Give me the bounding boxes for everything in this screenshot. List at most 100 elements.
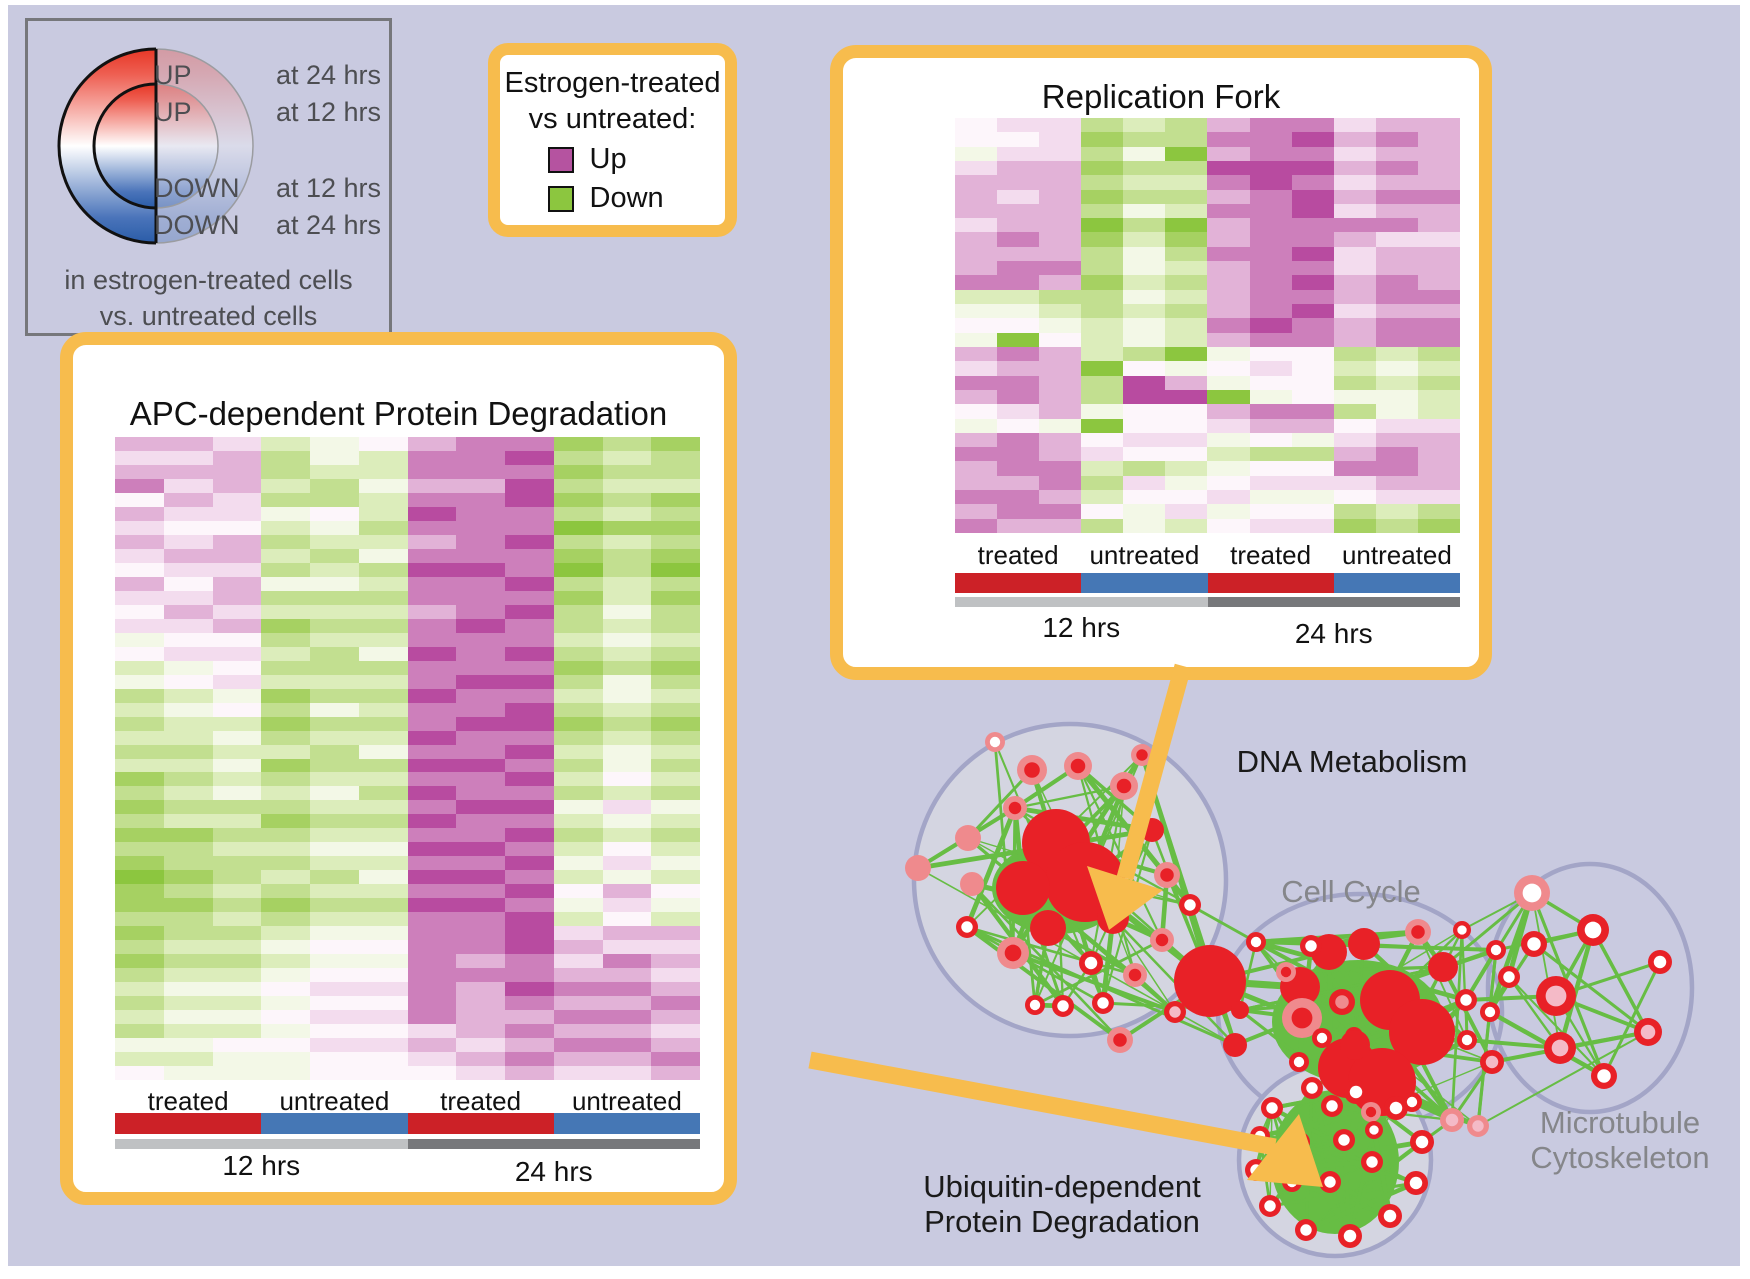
heatmap-cell — [1081, 289, 1124, 305]
heatmap-cell — [212, 548, 262, 563]
heatmap-cell — [212, 590, 262, 605]
heatmap-cell — [261, 898, 310, 913]
heatmap-cell — [1417, 332, 1460, 347]
heatmap-cell — [651, 688, 700, 703]
heatmap-cell — [358, 576, 408, 591]
heatmap-cell — [358, 772, 408, 787]
heatmap-cell — [1333, 275, 1376, 290]
heatmap-cell — [1207, 189, 1250, 204]
heatmap-cell — [358, 1066, 408, 1080]
heatmap-cell — [602, 576, 652, 591]
heatmap-cell — [115, 856, 164, 871]
heatmap-cell — [358, 744, 408, 759]
heatmap-cell — [1081, 432, 1124, 448]
heatmap-cell — [997, 404, 1040, 419]
heatmap-cell — [212, 604, 262, 619]
heatmap-cell — [1249, 275, 1292, 290]
heatmap-cell — [261, 590, 310, 605]
heatmap-cell — [261, 856, 310, 871]
heatmap-cell — [651, 716, 700, 731]
heatmap-cell — [1291, 246, 1334, 262]
heatmap-cell — [1375, 346, 1418, 362]
heatmap-cell — [1375, 118, 1418, 133]
heatmap-cell — [1417, 318, 1460, 333]
heatmap-cell — [1333, 504, 1376, 519]
heatmap-cell — [1333, 346, 1376, 362]
heatmap-cell — [1123, 189, 1166, 204]
heatmap-cell — [163, 632, 213, 647]
heatmap-cell — [1123, 160, 1166, 176]
heatmap-cell — [651, 506, 700, 521]
heatmap-cell — [505, 856, 554, 871]
heatmap-cell — [115, 744, 164, 759]
heatmap-cell — [115, 814, 164, 829]
heatmap-cell — [358, 828, 408, 843]
heatmap-cell — [456, 744, 505, 759]
heatmap-cell — [407, 926, 457, 941]
down-label: Down — [589, 182, 664, 214]
heatmap-cell — [1165, 432, 1208, 448]
heatmap-cell — [1249, 261, 1292, 276]
heatmap-cell — [955, 189, 998, 204]
heatmap-cell — [1165, 246, 1208, 262]
heatmap-cell — [553, 716, 603, 731]
heatmap-cell — [1039, 189, 1082, 204]
heatmap-cell — [1207, 375, 1250, 390]
heatmap-cell — [358, 1038, 408, 1053]
heatmap-cell — [505, 786, 554, 801]
heatmap-cell — [456, 912, 505, 927]
heatmap-cell — [1207, 175, 1250, 190]
heatmap-cell — [212, 744, 262, 759]
heatmap-cell — [456, 534, 505, 549]
heatmap-cell — [505, 506, 554, 521]
heatmap-cell — [553, 520, 603, 535]
heatmap-cell — [1039, 447, 1082, 462]
heatmap-cell — [163, 702, 213, 717]
heatmap-cell — [651, 1038, 700, 1053]
heatmap-cell — [1081, 346, 1124, 362]
heatmap-cell — [456, 618, 505, 633]
heatmap-cell — [1375, 375, 1418, 390]
heatmap-cell — [553, 576, 603, 591]
heatmap-cell — [955, 175, 998, 190]
heatmap-cell — [1417, 246, 1460, 262]
heatmap-cell — [115, 548, 164, 563]
heatmap-cell — [1165, 261, 1208, 276]
heatmap-cell — [602, 716, 652, 731]
heatmap-cell — [1417, 375, 1460, 390]
heatmap-cell — [1165, 332, 1208, 347]
heatmap-cell — [1081, 189, 1124, 204]
heatmap-cell — [456, 562, 505, 577]
heatmap-cell — [602, 604, 652, 619]
heatmap-cell — [651, 912, 700, 927]
heatmap-cell — [310, 926, 359, 941]
heatmap-cell — [651, 1052, 700, 1067]
apc-heatmap-panel: APC-dependent Protein Degradation treate… — [60, 332, 737, 1205]
heatmap-cell — [212, 1038, 262, 1053]
heatmap-cell — [1123, 146, 1166, 161]
heatmap-cell — [997, 318, 1040, 333]
heatmap-cell — [1207, 160, 1250, 176]
heatmap-cell — [1039, 160, 1082, 176]
heatmap-cell — [997, 361, 1040, 376]
heatmap-cell — [310, 1024, 359, 1039]
heatmap-cell — [115, 772, 164, 787]
heatmap-cell — [1249, 246, 1292, 262]
heatmap-cell — [651, 856, 700, 871]
heatmap-cell — [261, 828, 310, 843]
ring-time: at 24 hrs — [275, 60, 381, 90]
heatmap-cell — [1375, 289, 1418, 305]
heatmap-cell — [456, 842, 505, 857]
heatmap-cell — [1291, 461, 1334, 476]
heatmap-cell — [1123, 375, 1166, 390]
heatmap-cell — [163, 492, 213, 507]
rf-condition-bars — [955, 573, 1460, 593]
heatmap-cell — [212, 842, 262, 857]
heatmap-cell — [1375, 304, 1418, 319]
heatmap-cell — [407, 814, 457, 829]
heatmap-cell — [212, 632, 262, 647]
heatmap-cell — [651, 800, 700, 815]
heatmap-cell — [955, 447, 998, 462]
heatmap-cell — [602, 1066, 652, 1080]
heatmap-cell — [1207, 304, 1250, 319]
